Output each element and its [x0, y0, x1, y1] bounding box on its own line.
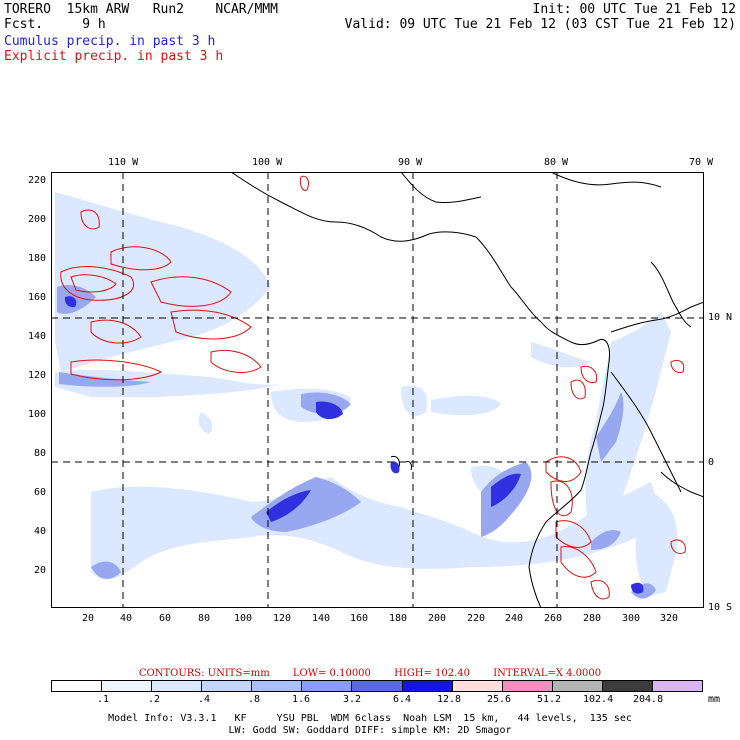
colorbar-swatch: [352, 681, 403, 691]
lon-label: 100 W: [252, 157, 283, 168]
colorbar-swatch: [402, 681, 453, 691]
x-tick-label: 140: [312, 613, 331, 624]
colorbar-swatch: [202, 681, 253, 691]
lon-label: 110 W: [108, 157, 139, 168]
colorbar-label: .8: [248, 694, 261, 705]
lon-label: 70 W: [689, 157, 714, 168]
x-tick-label: 300: [622, 613, 641, 624]
colorbar-swatch: [502, 681, 553, 691]
lat-label: 10 N: [708, 312, 733, 323]
colorbar-swatch: [102, 681, 153, 691]
model-info-physics: LW: Godd SW: Goddard DIFF: simple KM: 2D…: [228, 725, 512, 736]
colorbar-label: 51.2: [537, 694, 562, 705]
latlon-grid: [51, 172, 704, 608]
colorbar-swatch: [602, 681, 653, 691]
y-tick-label: 220: [27, 175, 46, 186]
init-time: Init: 00 UTC Tue 21 Feb 12: [532, 2, 737, 17]
x-tick-label: 120: [273, 613, 292, 624]
contour-units: CONTOURS: UNITS=mm: [138, 668, 270, 679]
y-tick-label: 160: [27, 292, 46, 303]
colorbar-swatch: [252, 681, 303, 691]
colorbar-label: 204.8: [633, 694, 664, 705]
cumulus-precip-mid: [57, 285, 656, 599]
explicit-precip-contours: [60, 175, 686, 600]
x-tick-label: 160: [350, 613, 369, 624]
model-info: Model Info: V3.3.1 KF YSU PBL WDM 6class…: [108, 713, 632, 724]
x-tick-label: 180: [389, 613, 408, 624]
cumulus-precip-light: [55, 192, 678, 597]
colorbar: [51, 680, 703, 692]
y-tick-label: 60: [33, 487, 46, 498]
x-tick-label: 280: [583, 613, 602, 624]
coastlines: [230, 172, 704, 608]
x-tick-label: 320: [660, 613, 679, 624]
y-tick-label: 120: [27, 370, 46, 381]
contour-info: CONTOURS: UNITS=mm LOW= 0.10000 HIGH= 10…: [0, 668, 740, 679]
y-tick-label: 100: [27, 409, 46, 420]
colorbar-label: 12.8: [437, 694, 462, 705]
colorbar-swatch: [52, 681, 103, 691]
colorbar-label: 6.4: [393, 694, 412, 705]
x-tick-label: 200: [428, 613, 447, 624]
y-tick-label: 80: [33, 448, 46, 459]
precip-map: [51, 172, 704, 608]
cumulus-precip-dark: [64, 296, 644, 594]
x-tick-label: 80: [198, 613, 211, 624]
y-tick-label: 200: [27, 214, 46, 225]
colorbar-swatch: [552, 681, 603, 691]
y-tick-label: 140: [27, 331, 46, 342]
colorbar-unit: mm: [708, 694, 721, 705]
colorbar-swatch: [302, 681, 353, 691]
explicit-legend: Explicit precip. in past 3 h: [4, 49, 224, 64]
colorbar-label: 25.6: [487, 694, 512, 705]
valid-time: Valid: 09 UTC Tue 21 Feb 12 (03 CST Tue …: [344, 17, 736, 32]
y-tick-label: 180: [27, 253, 46, 264]
colorbar-swatch: [452, 681, 503, 691]
contour-low: LOW= 0.10000: [292, 668, 371, 679]
lat-label: 10 S: [708, 602, 733, 613]
x-tick-label: 240: [505, 613, 524, 624]
x-tick-label: 260: [544, 613, 563, 624]
x-tick-label: 220: [467, 613, 486, 624]
colorbar-label: .4: [198, 694, 211, 705]
contour-high: HIGH= 102.40: [394, 668, 471, 679]
colorbar-swatch: [652, 681, 703, 691]
lon-label: 80 W: [544, 157, 569, 168]
colorbar-label: 3.2: [343, 694, 362, 705]
colorbar-label: 1.6: [292, 694, 311, 705]
x-tick-label: 20: [82, 613, 95, 624]
colorbar-label: 102.4: [583, 694, 614, 705]
y-tick-label: 40: [33, 526, 46, 537]
colorbar-label: .2: [148, 694, 161, 705]
x-tick-label: 60: [159, 613, 172, 624]
y-tick-label: 20: [33, 565, 46, 576]
lat-label: 0: [708, 457, 715, 468]
cumulus-legend: Cumulus precip. in past 3 h: [4, 34, 216, 49]
lon-label: 90 W: [398, 157, 423, 168]
colorbar-label: .1: [97, 694, 110, 705]
colorbar-swatch: [152, 681, 203, 691]
x-tick-label: 100: [234, 613, 253, 624]
x-tick-label: 40: [120, 613, 133, 624]
contour-interval: INTERVAL=X 4.0000: [493, 668, 602, 679]
forecast-hour: Fcst. 9 h: [4, 17, 106, 32]
run-title: TORERO 15km ARW Run2 NCAR/MMM: [4, 2, 278, 17]
